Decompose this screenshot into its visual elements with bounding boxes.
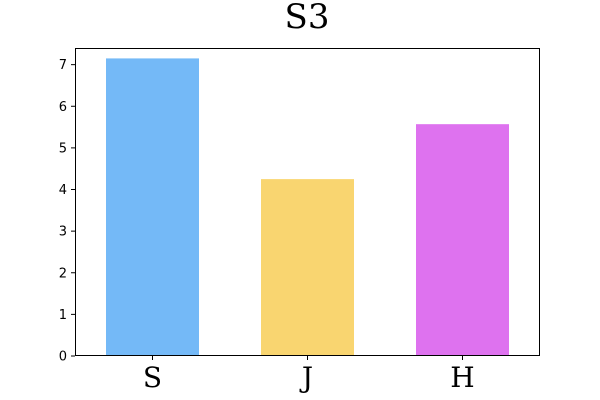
y-tick-label: 0 <box>59 350 67 365</box>
chart-title: S3 <box>285 0 330 37</box>
y-tick-label: 6 <box>59 100 67 115</box>
plot-area: S J H 0 1 2 3 4 5 6 7 <box>59 48 540 394</box>
x-tick-label: S <box>143 361 162 394</box>
y-tick-label: 5 <box>59 141 67 156</box>
x-tick-label: J <box>299 361 313 394</box>
bar-s <box>106 58 199 356</box>
y-tick-label: 7 <box>59 58 67 73</box>
y-tick-label: 2 <box>59 266 67 281</box>
x-tick-label: H <box>450 361 474 394</box>
y-tick-label: 4 <box>59 183 67 198</box>
y-tick-label: 1 <box>59 308 67 323</box>
y-tick-label: 3 <box>59 225 67 240</box>
plot-frame <box>75 48 540 356</box>
bar-j <box>261 179 354 356</box>
bar-h <box>416 124 509 356</box>
